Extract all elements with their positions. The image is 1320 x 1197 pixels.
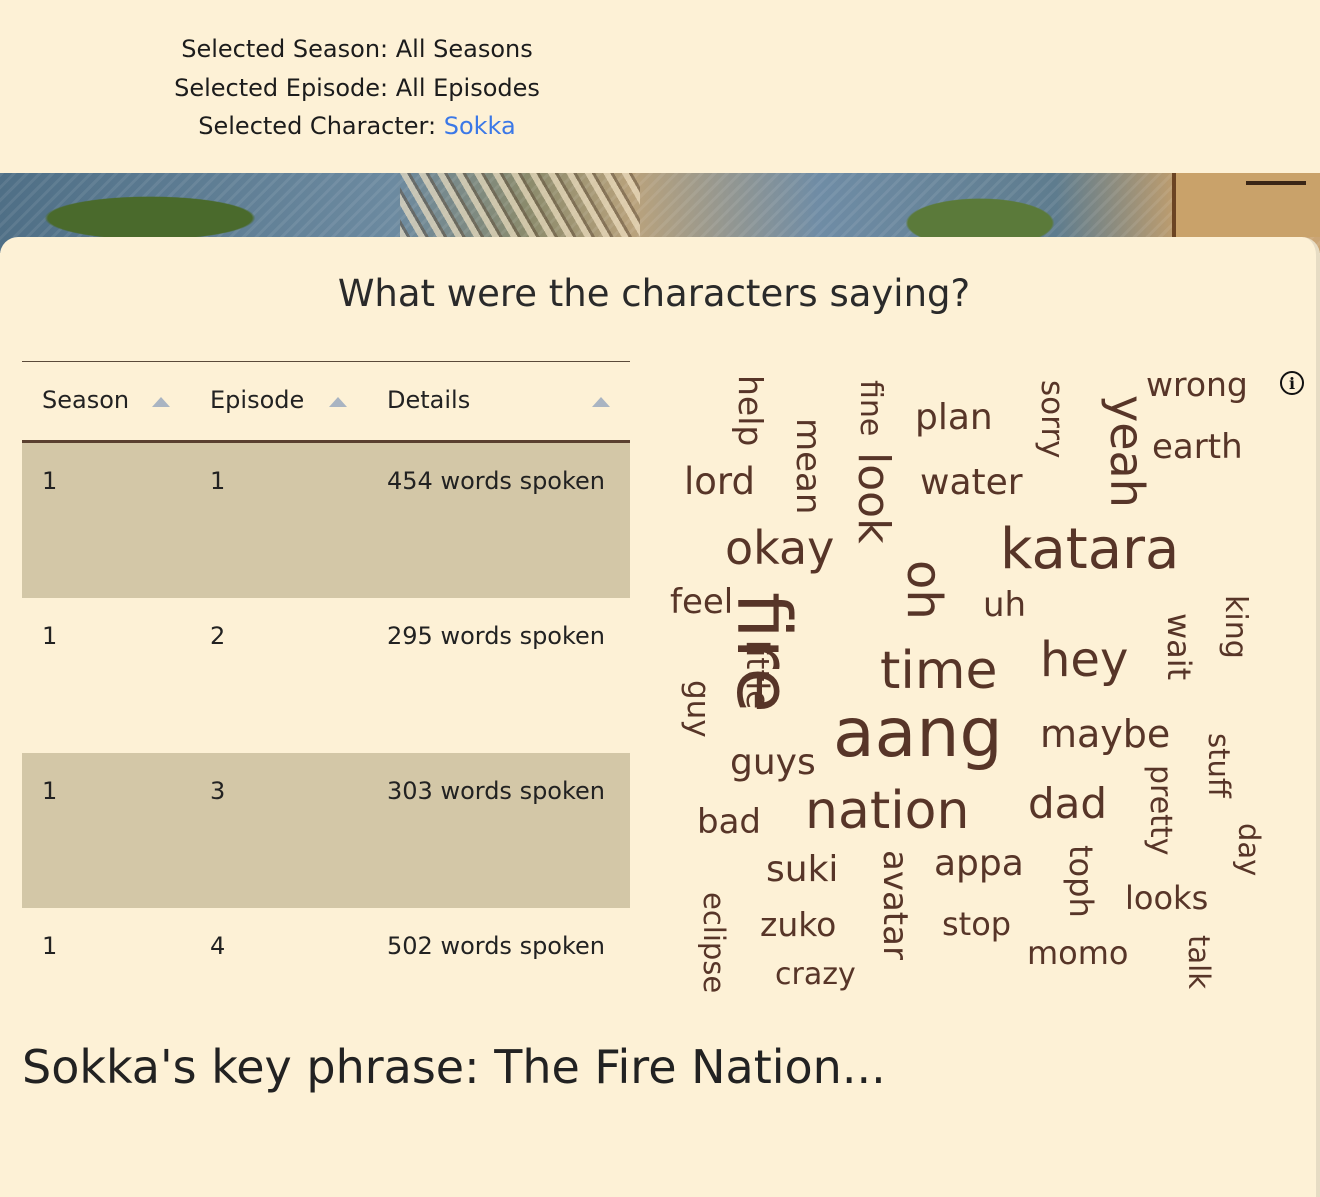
sort-episode-icon[interactable]: [329, 397, 347, 407]
word-cloud-word: uh: [983, 585, 1027, 625]
word-cloud-word: avatar: [875, 850, 915, 960]
word-cloud-word: nation: [805, 781, 970, 841]
cell-episode: 3: [210, 777, 226, 805]
word-cloud-word: look: [848, 452, 899, 544]
episode-table: Season Episode Details 1 1 454 words spo…: [22, 361, 630, 1063]
word-cloud-word: lord: [684, 460, 755, 503]
word-cloud-word: crazy: [775, 957, 856, 992]
word-cloud-word: time: [880, 641, 998, 701]
word-cloud-word: pretty: [1143, 765, 1178, 856]
table-row[interactable]: 1 4 502 words spoken: [22, 908, 630, 1063]
word-cloud-word: wrong: [1146, 365, 1248, 404]
selected-episode: Selected Episode: All Episodes: [174, 73, 540, 102]
column-header-details[interactable]: Details: [387, 386, 471, 414]
word-cloud-word: zuko: [760, 905, 837, 944]
table-row[interactable]: 1 2 295 words spoken: [22, 598, 630, 753]
content-card: [0, 237, 1320, 1197]
cell-season: 1: [42, 622, 58, 650]
key-phrase: Sokka's key phrase: The Fire Nation...: [22, 1040, 886, 1094]
column-header-season[interactable]: Season: [42, 386, 130, 414]
section-title: What were the characters saying?: [337, 272, 971, 315]
word-cloud-word: stop: [942, 905, 1012, 943]
word-cloud-word: dad: [1028, 779, 1108, 828]
word-cloud-word: katara: [1000, 517, 1180, 582]
word-cloud-word: suki: [766, 849, 839, 890]
word-cloud-word: looks: [1125, 879, 1209, 917]
cell-season: 1: [42, 777, 58, 805]
word-cloud-word: hey: [1040, 632, 1129, 688]
selected-character-value[interactable]: Sokka: [443, 112, 516, 140]
word-cloud-word: toph: [1062, 845, 1100, 918]
cell-details: 295 words spoken: [387, 622, 606, 650]
word-cloud: fire aang katara nation time oh look yea…: [650, 360, 1270, 1020]
word-cloud-word: talk: [1182, 935, 1216, 989]
table-row[interactable]: 1 1 454 words spoken: [22, 443, 630, 598]
word-cloud-word: guy: [680, 680, 716, 738]
word-cloud-word: feel: [670, 582, 734, 622]
word-cloud-word: earth: [1152, 427, 1243, 467]
selection-info: Selected Season: All Seasons Selected Ep…: [0, 30, 714, 146]
table-header: Season Episode Details: [22, 361, 630, 443]
word-cloud-word: wait: [1160, 613, 1198, 681]
word-cloud-word: water: [920, 462, 1023, 503]
word-cloud-word: eclipse: [697, 892, 731, 994]
word-cloud-word: mean: [788, 418, 828, 515]
word-cloud-word: aang: [833, 694, 1003, 773]
cell-details: 502 words spoken: [387, 932, 606, 960]
word-cloud-word: appa: [934, 843, 1024, 884]
table-row[interactable]: 1 3 303 words spoken: [22, 753, 630, 908]
sort-season-icon[interactable]: [152, 397, 170, 407]
selected-character: Selected Character: Sokka: [0, 107, 714, 146]
info-icon[interactable]: i: [1280, 371, 1304, 395]
cell-episode: 4: [210, 932, 226, 960]
cell-details: 303 words spoken: [387, 777, 606, 805]
word-cloud-word: king: [1218, 595, 1253, 659]
column-header-episode[interactable]: Episode: [210, 386, 305, 414]
map-mountains: [400, 173, 640, 237]
selected-character-prefix: Selected Character:: [198, 112, 444, 140]
word-cloud-word: day: [1232, 823, 1266, 877]
cell-season: 1: [42, 932, 58, 960]
cell-season: 1: [42, 467, 58, 495]
word-cloud-word: momo: [1027, 934, 1129, 972]
word-cloud-word: help: [731, 375, 770, 447]
word-cloud-word: okay: [725, 521, 835, 575]
cell-episode: 1: [210, 467, 226, 495]
word-cloud-word: maybe: [1040, 712, 1171, 756]
word-cloud-word: little: [739, 640, 775, 710]
word-cloud-word: plan: [915, 397, 993, 438]
cell-episode: 2: [210, 622, 226, 650]
word-cloud-word: yeah: [1100, 395, 1154, 508]
word-cloud-word: fine: [853, 380, 888, 437]
map-border: [1172, 173, 1320, 237]
word-cloud-word: bad: [697, 802, 761, 842]
cell-details: 454 words spoken: [387, 467, 606, 495]
word-cloud-word: stuff: [1202, 733, 1236, 798]
word-cloud-word: sorry: [1034, 380, 1070, 459]
selected-season: Selected Season: All Seasons: [181, 35, 533, 63]
word-cloud-word: oh: [896, 560, 952, 620]
sort-details-icon[interactable]: [592, 397, 610, 407]
word-cloud-word: guys: [730, 742, 816, 783]
